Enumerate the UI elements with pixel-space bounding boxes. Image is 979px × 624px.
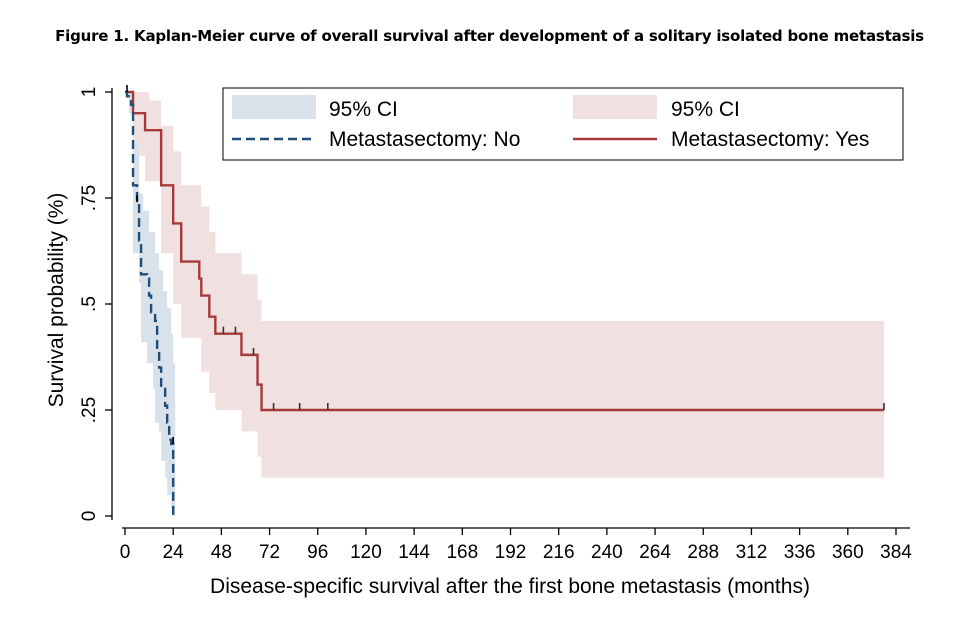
x-tick-label: 72 — [259, 542, 280, 563]
x-tick-label: 48 — [211, 542, 232, 563]
figure-title: Figure 1. Kaplan-Meier curve of overall … — [55, 27, 924, 45]
legend-yes-label: Metastasectomy: Yes — [671, 128, 869, 151]
y-tick-label: .25 — [79, 397, 100, 423]
legend-ci-yes-swatch — [573, 95, 657, 119]
legend: 95% CI 95% CI Metastasectomy: No Metasta… — [222, 87, 904, 161]
x-tick-label: 96 — [307, 542, 328, 563]
y-axis-title: Survival probability (%) — [45, 193, 68, 408]
x-tick-label: 120 — [350, 542, 382, 563]
y-tick-label: .75 — [79, 185, 100, 211]
x-tick-label: 384 — [880, 542, 912, 563]
x-tick-label: 168 — [446, 542, 478, 563]
y-tick-label: .5 — [79, 296, 100, 312]
x-tick-label: 264 — [639, 542, 671, 563]
ci-band-yes — [125, 92, 884, 478]
x-axis-ticks: 0 24 48 72 96 120 144 168 192 216 240 264 288 312 336 3… — [120, 528, 912, 563]
legend-no-label: Metastasectomy: No — [329, 128, 520, 151]
x-tick-label: 0 — [120, 542, 131, 563]
legend-ci-yes-label: 95% CI — [671, 98, 740, 121]
x-tick-label: 240 — [591, 542, 623, 563]
curve-metastasectomy-no — [125, 90, 175, 516]
y-axis-ticks: 0 .25 .5 .75 1 — [79, 87, 112, 522]
legend-box — [222, 87, 904, 161]
x-tick-label: 360 — [832, 542, 864, 563]
y-tick-label: 1 — [79, 87, 100, 98]
censor-marks — [126, 85, 885, 444]
curve-metastasectomy-yes — [125, 90, 884, 412]
x-tick-label: 216 — [543, 542, 575, 563]
survival-curves — [125, 90, 884, 516]
legend-ci-no-label: 95% CI — [329, 98, 398, 121]
y-tick-label: 0 — [79, 511, 100, 522]
x-tick-label: 144 — [398, 542, 430, 563]
x-tick-label: 192 — [495, 542, 527, 563]
x-tick-label: 24 — [163, 542, 185, 563]
x-axis-title: Disease-specific survival after the firs… — [210, 575, 810, 598]
legend-ci-no-swatch — [232, 95, 316, 119]
x-tick-label: 312 — [736, 542, 768, 563]
x-tick-label: 288 — [687, 542, 719, 563]
x-tick-label: 336 — [784, 542, 816, 563]
